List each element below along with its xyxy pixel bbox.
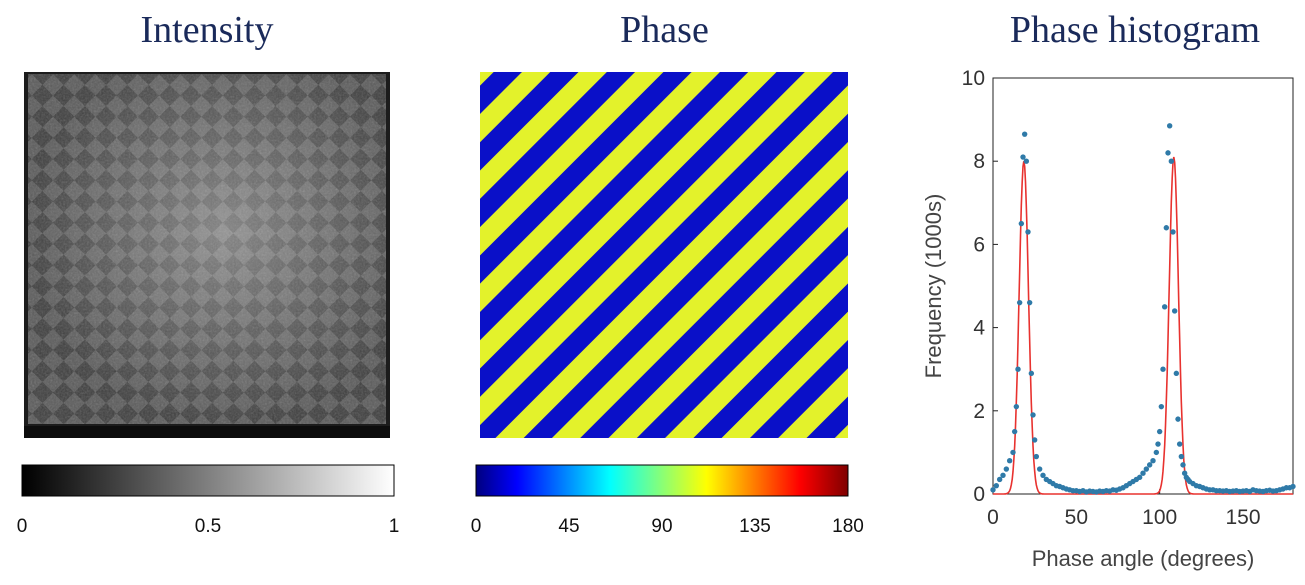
data-point	[1025, 229, 1031, 235]
data-point	[1143, 466, 1150, 472]
intensity-tick-2: 1	[389, 516, 400, 537]
data-point	[1166, 123, 1173, 129]
data-point	[990, 487, 996, 493]
data-point	[1018, 220, 1025, 227]
x-tick-label: 50	[1065, 506, 1088, 529]
phase-tick-3: 135	[739, 516, 771, 537]
data-point	[1006, 458, 1013, 464]
y-tick-label: 0	[973, 483, 985, 506]
data-point	[1171, 308, 1178, 314]
data-point	[993, 482, 1000, 489]
y-tick-label: 4	[973, 317, 985, 340]
data-point	[1000, 472, 1006, 478]
intensity-colorbar: 0 0.5 1	[17, 464, 400, 537]
data-point	[1146, 462, 1153, 468]
data-point	[1016, 299, 1023, 306]
data-point	[1020, 154, 1026, 160]
data-point	[1155, 441, 1161, 447]
phase-title: Phase	[620, 9, 709, 51]
y-tick-label: 8	[973, 150, 985, 173]
intensity-tick-1: 0.5	[195, 516, 221, 537]
intensity-title: Intensity	[140, 9, 274, 51]
data-point	[1026, 299, 1033, 306]
data-point	[1161, 304, 1168, 310]
phase-image	[480, 72, 848, 438]
x-tick-label: 100	[1142, 506, 1177, 529]
data-point	[1015, 366, 1021, 372]
phase-tick-0: 0	[471, 516, 482, 537]
plot-frame	[992, 77, 1294, 495]
data-point	[1013, 403, 1020, 410]
data-point	[1031, 437, 1038, 443]
phase-histogram-chart: 0 50 100 150 0 2 4 6 8 10 Phase angle (degrees) F…	[921, 67, 1296, 571]
x-tick-label: 0	[987, 506, 999, 529]
y-tick-label: 10	[962, 67, 985, 90]
phase-tick-1: 45	[558, 516, 579, 537]
histogram-title: Phase histogram	[1009, 9, 1261, 51]
data-point	[1163, 225, 1170, 231]
y-axis-label: Frequency (1000s)	[921, 194, 946, 379]
data-point	[1180, 462, 1186, 468]
data-point	[1023, 158, 1030, 164]
data-point	[1150, 458, 1156, 464]
data-point	[1181, 470, 1188, 476]
data-point	[1168, 158, 1175, 164]
intensity-tick-0: 0	[17, 516, 28, 537]
data-point	[1170, 229, 1176, 235]
x-tick-label: 150	[1225, 506, 1260, 529]
y-tick-label: 2	[973, 400, 985, 423]
phase-colorbar: 0 45 90 135 180	[471, 464, 864, 537]
data-point	[1021, 131, 1028, 137]
data-point	[1175, 416, 1181, 422]
fit-line	[993, 156, 1293, 495]
data-point	[1165, 150, 1171, 156]
data-point	[1140, 470, 1146, 476]
data-point	[1028, 370, 1035, 377]
data-point	[996, 476, 1003, 483]
data-point	[1011, 428, 1018, 435]
data-point	[1176, 441, 1183, 447]
data-points	[990, 123, 1296, 495]
data-point	[1040, 472, 1046, 478]
data-point	[1173, 370, 1180, 377]
phase-tick-4: 180	[832, 516, 864, 537]
phase-tick-2: 90	[651, 516, 672, 537]
data-point	[1178, 453, 1185, 460]
intensity-image	[24, 72, 390, 438]
data-point	[1158, 403, 1165, 410]
data-point	[1156, 428, 1163, 435]
data-point	[1153, 449, 1160, 456]
data-point	[1160, 366, 1166, 372]
fit-curve	[993, 156, 1293, 495]
x-axis-label: Phase angle (degrees)	[1032, 546, 1255, 571]
data-point	[1290, 483, 1296, 490]
data-point	[1033, 453, 1040, 460]
data-point	[1030, 412, 1036, 418]
data-point	[1036, 466, 1043, 472]
data-point	[1010, 449, 1016, 456]
data-point	[1003, 466, 1010, 472]
data-point	[1136, 474, 1143, 481]
y-tick-label: 6	[973, 233, 985, 256]
